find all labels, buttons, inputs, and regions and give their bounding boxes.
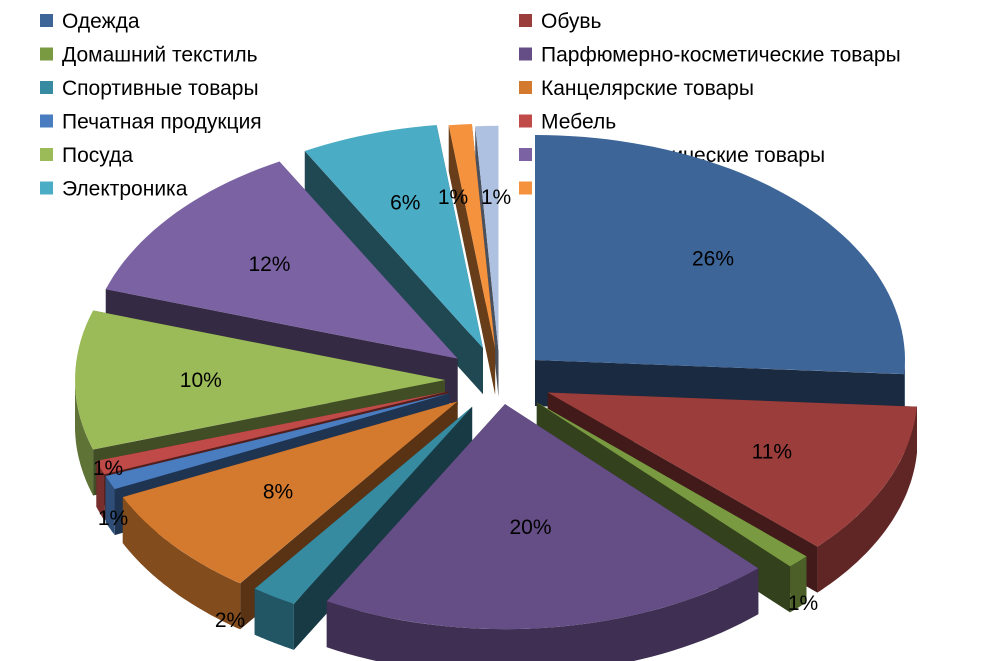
data-label-0: 26%: [692, 247, 734, 270]
data-label-3: 20%: [510, 516, 552, 539]
data-label-12: 1%: [481, 186, 511, 209]
slice-rim-1: [817, 406, 917, 593]
slice-rim-5: [122, 497, 241, 630]
legend-swatch-одежда: [40, 14, 53, 27]
legend-swatch-электроника: [40, 181, 53, 195]
slice-wall-11-0: [448, 125, 496, 395]
legend-label-печатная-продукция: Печатная продукция: [62, 111, 262, 134]
slice-top-11-бытовая-техника: [448, 124, 496, 349]
legend-label-посуда: Посуда: [62, 144, 133, 167]
legend-swatch-домашний-текстиль: [40, 47, 53, 61]
slice-tops: [75, 124, 917, 630]
slice-rim-2: [790, 556, 807, 613]
slice-labels: 26% 11% 1% 20% 2% 8% 1% 1% 10% 12% 6% 1% 1%: [93, 186, 818, 632]
data-label-10: 6%: [390, 192, 420, 215]
slice-top-10-электроника: [304, 125, 484, 349]
legend-label-одежда: Одежда: [62, 10, 140, 33]
slice-top-12-slice-12: [475, 125, 499, 351]
legend-swatch-посуда: [40, 148, 53, 161]
legend-label-домашний-текстиль: Домашний текстиль: [62, 44, 258, 67]
data-label-6: 1%: [93, 457, 123, 480]
legend-swatch-бытовые-химические-товары: [519, 148, 532, 161]
data-label-9: 12%: [248, 253, 290, 276]
slice-rim-3: [326, 568, 759, 661]
slice-top-8-посуда: [75, 310, 445, 450]
slice-top-1-обувь: [547, 392, 917, 547]
slice-top-6-печатная-продукция: [105, 393, 450, 490]
legend-swatch-спортивные-товары: [40, 81, 53, 94]
data-label-11: 1%: [438, 186, 468, 209]
legend-swatch-печатная-продукция: [40, 114, 53, 128]
slice-top-7-мебель: [96, 391, 449, 475]
slice-top-0-одежда: [534, 135, 905, 375]
slice-rim-6: [105, 476, 115, 536]
legend-swatch-канцелярские-товары: [519, 81, 532, 94]
legend-label-мебель: Мебель: [541, 111, 616, 134]
slice-top-3-парфюмерно-косметические-товары: [326, 404, 759, 630]
data-label-1: 11%: [752, 441, 792, 464]
legend-label-канцелярские-товары: Канцелярские товары: [541, 77, 754, 100]
slice-rim-7: [96, 460, 105, 521]
slice-rim-8: [75, 380, 94, 496]
legend-label-электроника: Электроника: [62, 178, 188, 201]
legend-swatch-парфюмерно-косметические-товары: [519, 47, 532, 61]
data-label-4: 2%: [215, 609, 245, 632]
legend-swatch-обувь: [519, 14, 532, 27]
legend-label-обувь: Обувь: [541, 10, 602, 33]
slice-top-4-спортивные-товары: [254, 406, 473, 604]
data-label-7: 1%: [98, 507, 128, 530]
legend-swatch-бытовая-техника: [519, 181, 532, 195]
slice-top-5-канцелярские-товары: [122, 401, 458, 584]
slice-wall-10-0: [304, 151, 484, 395]
data-label-5: 8%: [263, 481, 293, 504]
data-label-2: 1%: [788, 592, 818, 615]
legend-swatch-мебель: [519, 114, 532, 128]
slice-top-2-домашний-текстиль: [536, 402, 807, 567]
slice-rim-4: [254, 588, 294, 650]
legend-label-спортивные-товары: Спортивные товары: [62, 77, 259, 100]
slice-top-9-бытовые-химические-товары: [105, 161, 458, 359]
data-label-8: 10%: [180, 369, 222, 392]
legend-label-парфюмерно-косметические-товары: Парфюмерно-косметические товары: [541, 44, 901, 67]
slice-rim-0: [904, 360, 905, 421]
